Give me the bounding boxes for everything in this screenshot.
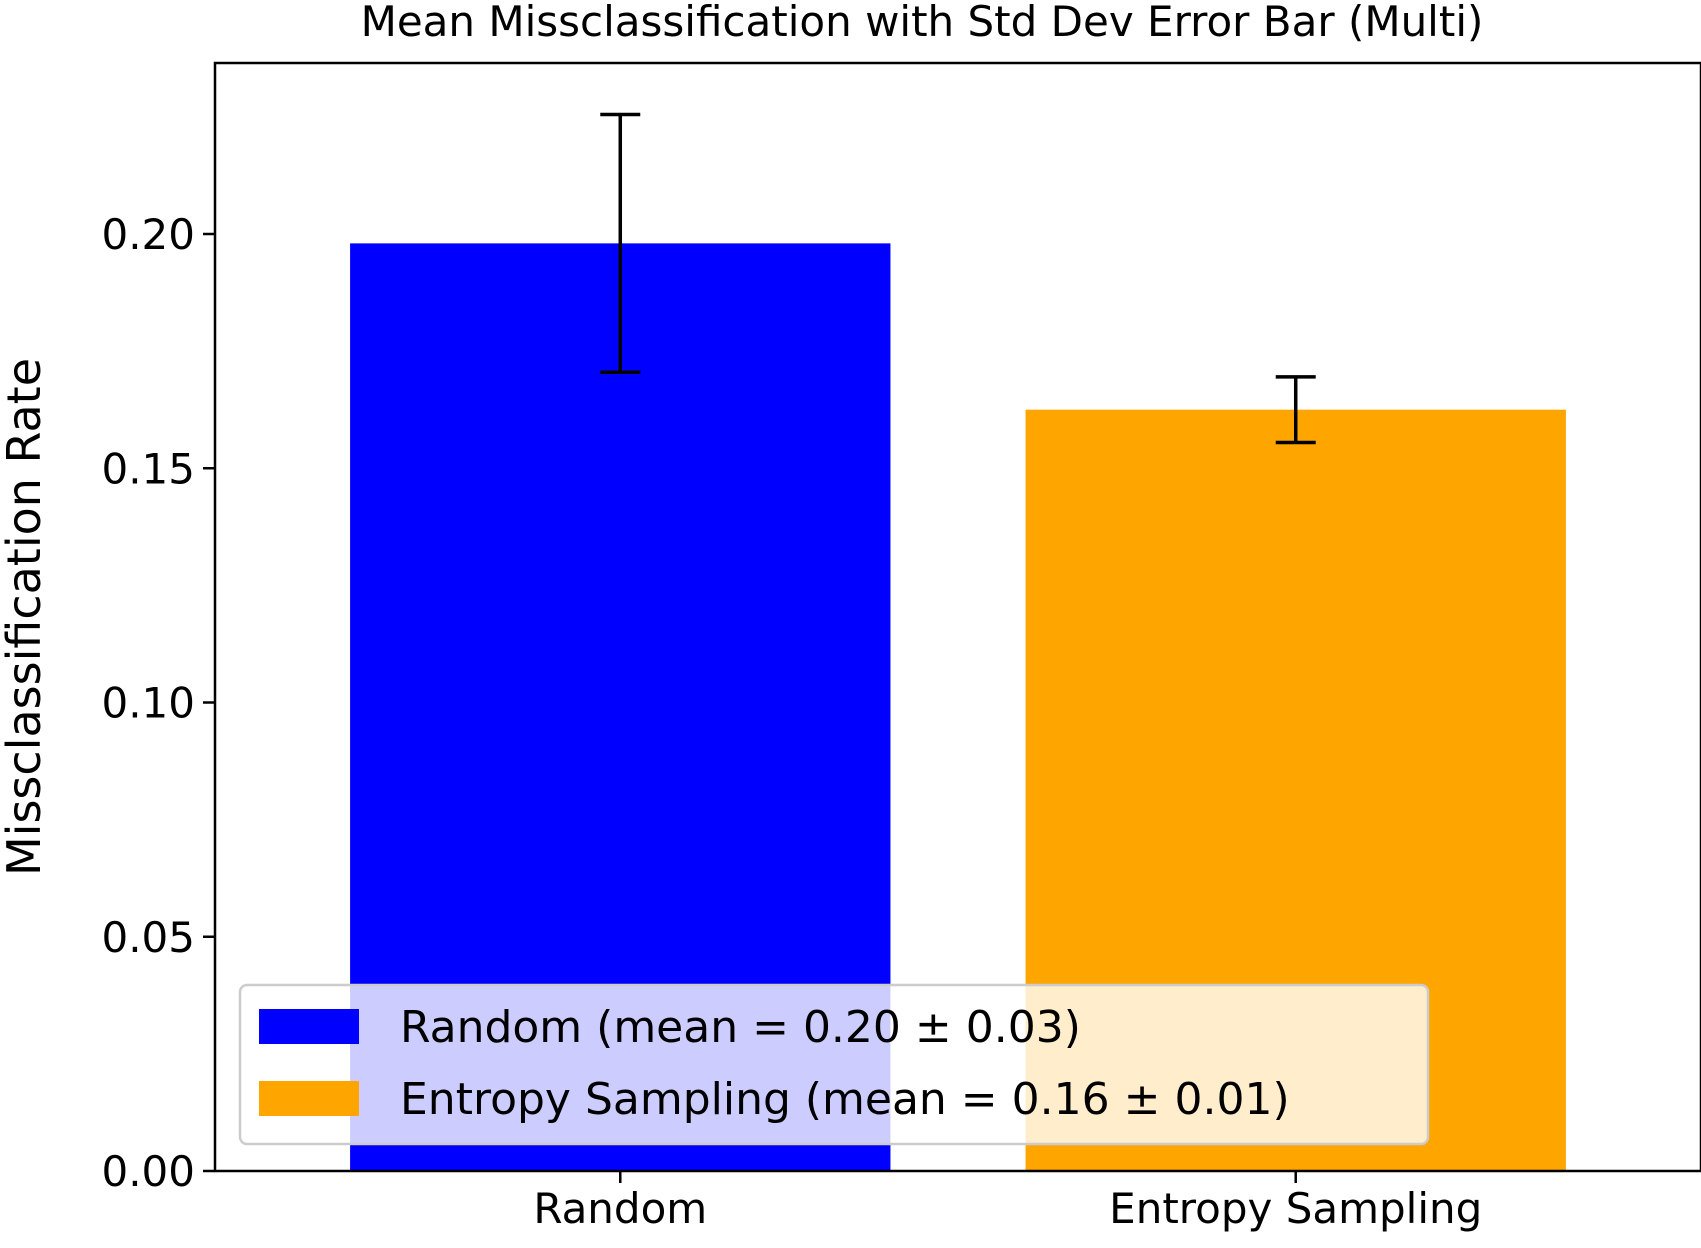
y-tick-label: 0.10 — [101, 679, 195, 728]
chart-title: Mean Missclassification with Std Dev Err… — [361, 0, 1484, 46]
legend: Random (mean = 0.20 ± 0.03) Entropy Sampl… — [238, 983, 1430, 1146]
x-axis: Random Entropy Sampling — [533, 1171, 1482, 1233]
legend-label: Entropy Sampling (mean = 0.16 ± 0.01) — [400, 1074, 1290, 1125]
legend-swatch — [259, 1009, 359, 1044]
legend-swatch — [259, 1081, 359, 1116]
y-tick-label: 0.15 — [101, 444, 195, 493]
legend-label: Random (mean = 0.20 ± 0.03) — [400, 1002, 1081, 1053]
y-tick-label: 0.05 — [101, 913, 195, 962]
y-tick-label: 0.00 — [101, 1147, 195, 1196]
x-tick-label: Random — [533, 1184, 707, 1233]
plot-frame — [213, 61, 1701, 1173]
y-axis: 0.00 0.05 0.10 0.15 0.20 — [101, 210, 215, 1196]
y-axis-label: Missclassification Rate — [0, 358, 51, 876]
y-tick-label: 0.20 — [101, 210, 195, 259]
error-bars-group — [600, 112, 1316, 445]
x-tick-label: Entropy Sampling — [1109, 1184, 1482, 1233]
legend-box — [238, 983, 1430, 1146]
